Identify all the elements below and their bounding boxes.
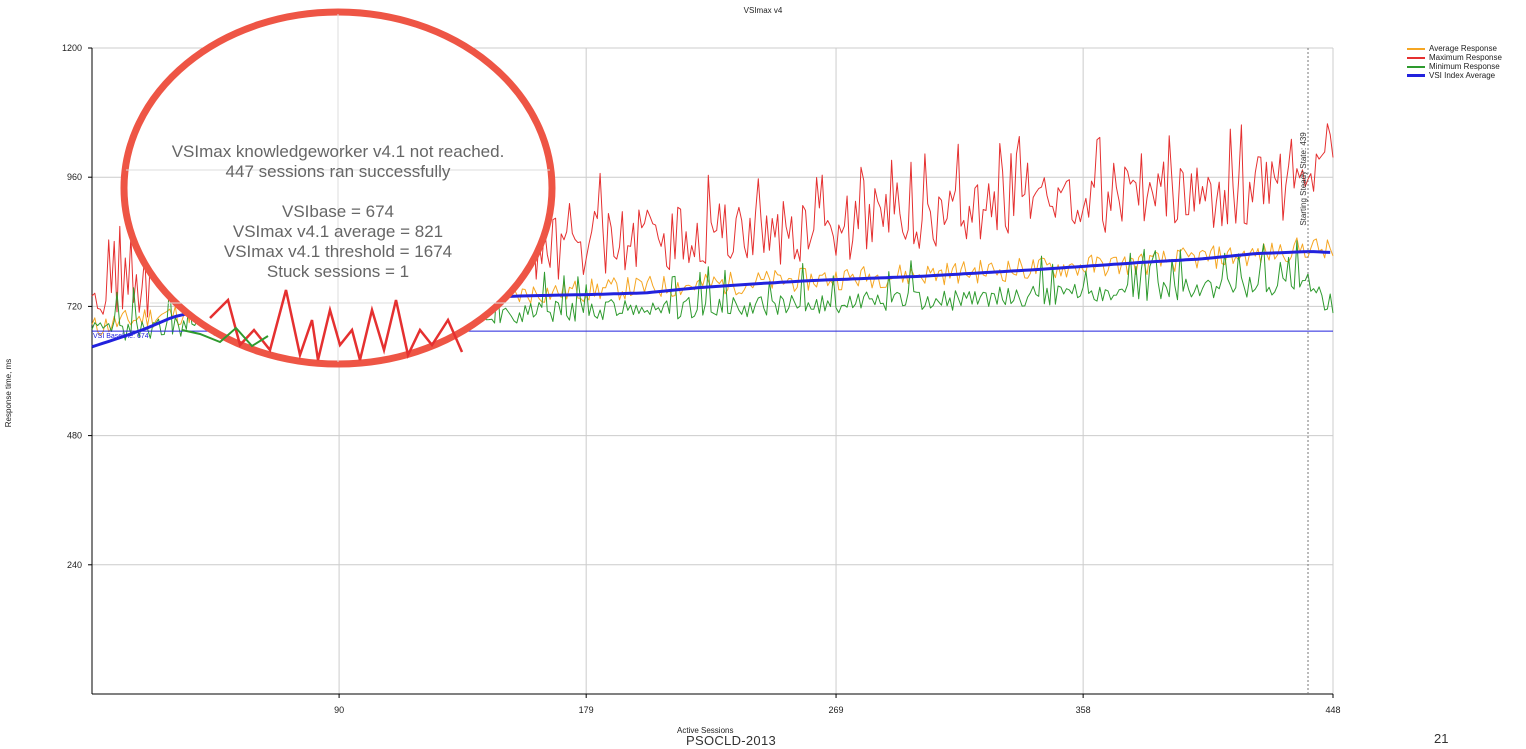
x-tick-label: 179 xyxy=(579,705,594,715)
callout-ring xyxy=(120,8,556,368)
footer-document-id: PSOCLD-2013 xyxy=(686,733,777,748)
baseline-label: VSI Baseline: 674 xyxy=(93,333,149,340)
callout-line: VSIbase = 674 xyxy=(281,202,394,221)
chart-title: VSImax v4 xyxy=(743,6,783,15)
legend-label-vsi-index: VSI Index Average xyxy=(1429,71,1496,80)
callout-spikes xyxy=(209,289,464,361)
legend-label-minimum: Minimum Response xyxy=(1429,62,1500,71)
tick-labels: 240 480 720 960 1200 90 179 269 358 448 xyxy=(62,43,1341,715)
x-tick-label: 448 xyxy=(1325,705,1340,715)
x-tick-label: 358 xyxy=(1076,705,1091,715)
callout-line: Stuck sessions = 1 xyxy=(266,262,410,281)
steady-state-label: Starting Steady State: 439 xyxy=(1299,132,1308,226)
y-axis-label: Response time, ms xyxy=(4,358,13,428)
y-tick-label: 480 xyxy=(67,431,82,441)
y-tick-label: 240 xyxy=(67,560,82,570)
legend-item-vsi-index: VSI Index Average xyxy=(1407,71,1502,80)
legend-swatch-vsi-index xyxy=(1407,74,1425,77)
legend-swatch-maximum xyxy=(1407,56,1425,59)
legend: Average Response Maximum Response Minimu… xyxy=(1407,44,1502,80)
x-tick-label: 90 xyxy=(334,705,344,715)
legend-item-minimum: Minimum Response xyxy=(1407,62,1502,71)
y-tick-label: 720 xyxy=(67,301,82,311)
callout-line: VSImax knowledgeworker v4.1 not reached. xyxy=(171,142,505,161)
callout-line: VSImax v4.1 threshold = 1674 xyxy=(223,242,453,261)
callout-green-line xyxy=(181,326,269,348)
x-axis-label: Active Sessions xyxy=(677,726,734,735)
legend-item-average: Average Response xyxy=(1407,44,1502,53)
legend-label-average: Average Response xyxy=(1429,44,1497,53)
x-tick-label: 269 xyxy=(829,705,844,715)
legend-item-maximum: Maximum Response xyxy=(1407,53,1502,62)
axes xyxy=(91,48,1333,695)
y-tick-label: 960 xyxy=(67,172,82,182)
callout-line: 447 sessions ran successfully xyxy=(225,162,451,181)
legend-swatch-average xyxy=(1407,47,1425,50)
callout-text: VSImax knowledgeworker v4.1 not reached.… xyxy=(128,34,548,282)
y-tick-label: 1200 xyxy=(62,43,82,53)
legend-label-maximum: Maximum Response xyxy=(1429,53,1502,62)
page-number: 21 xyxy=(1434,731,1449,746)
callout-line: VSImax v4.1 average = 821 xyxy=(232,222,444,241)
legend-swatch-minimum xyxy=(1407,65,1425,68)
